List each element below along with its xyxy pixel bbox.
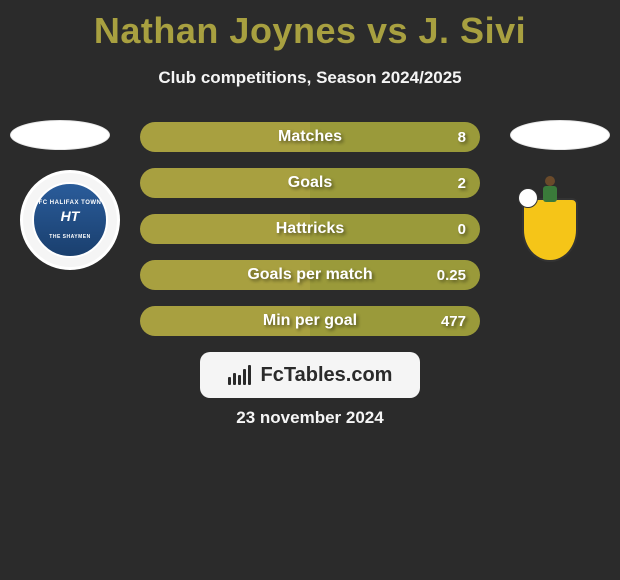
page-title: Nathan Joynes vs J. Sivi (0, 0, 620, 52)
stat-value-right: 2 (458, 175, 466, 192)
stat-value-right: 0 (458, 221, 466, 238)
stat-row: Min per goal 477 (140, 306, 480, 336)
player-avatar-right (510, 120, 610, 150)
bar-chart-icon (228, 365, 251, 385)
comparison-infographic: Nathan Joynes vs J. Sivi Club competitio… (0, 0, 620, 580)
stat-value-right: 0.25 (437, 267, 466, 284)
stat-label: Hattricks (140, 220, 480, 238)
page-subtitle: Club competitions, Season 2024/2025 (0, 68, 620, 88)
stat-bars: Matches 8 Goals 2 Hattricks 0 Goals per … (140, 122, 480, 352)
avatar-placeholder-icon (10, 120, 110, 150)
stat-value-right: 8 (458, 129, 466, 146)
brand-name: FcTables.com (261, 364, 393, 387)
footer-date: 23 november 2024 (0, 408, 620, 428)
halifax-town-crest-icon: FC HALIFAX TOWN HT THE SHAYMEN (20, 170, 120, 270)
stat-label: Matches (140, 128, 480, 146)
stat-value-right: 477 (441, 313, 466, 330)
stat-label: Min per goal (140, 312, 480, 330)
avatar-placeholder-icon (510, 120, 610, 150)
stat-row: Hattricks 0 (140, 214, 480, 244)
sutton-united-crest-icon (500, 170, 600, 270)
stat-label: Goals per match (140, 266, 480, 284)
stat-row: Goals 2 (140, 168, 480, 198)
player-avatar-left (10, 120, 110, 150)
club-badge-right (500, 170, 600, 270)
stat-row: Goals per match 0.25 (140, 260, 480, 290)
brand-attribution: FcTables.com (200, 352, 420, 398)
stat-row: Matches 8 (140, 122, 480, 152)
club-badge-left: FC HALIFAX TOWN HT THE SHAYMEN (20, 170, 120, 270)
stat-label: Goals (140, 174, 480, 192)
